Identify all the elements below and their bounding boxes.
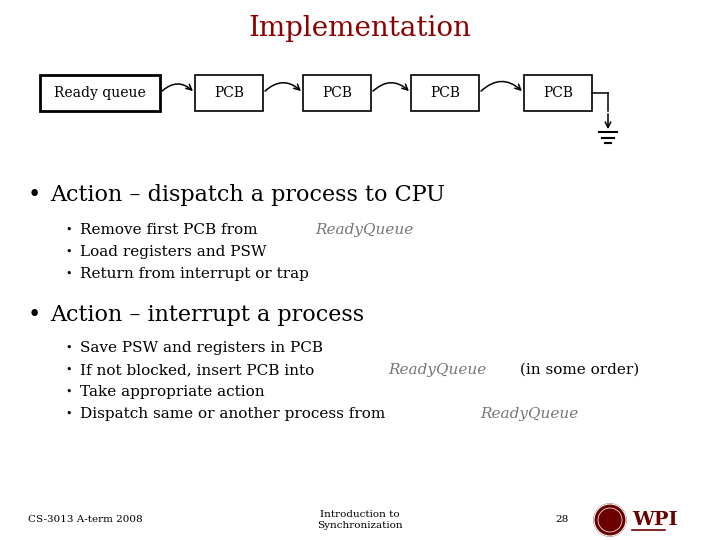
Text: ReadyQueue: ReadyQueue bbox=[389, 363, 487, 377]
Text: •: • bbox=[65, 247, 71, 257]
Text: PCB: PCB bbox=[543, 86, 573, 100]
Text: Take appropriate action: Take appropriate action bbox=[80, 385, 265, 399]
Text: CS-3013 A-term 2008: CS-3013 A-term 2008 bbox=[28, 516, 143, 524]
Bar bbox=[195, 75, 263, 111]
Bar bbox=[40, 75, 160, 111]
Text: ReadyQueue: ReadyQueue bbox=[315, 223, 413, 237]
Text: Dispatch same or another process from: Dispatch same or another process from bbox=[80, 407, 390, 421]
Bar bbox=[524, 75, 592, 111]
Text: Remove first PCB from: Remove first PCB from bbox=[80, 223, 262, 237]
Text: •: • bbox=[65, 365, 71, 375]
Text: •: • bbox=[65, 387, 71, 397]
Text: ReadyQueue: ReadyQueue bbox=[480, 407, 578, 421]
Text: •: • bbox=[65, 409, 71, 419]
Text: PCB: PCB bbox=[322, 86, 352, 100]
Text: Introduction to
Synchronization: Introduction to Synchronization bbox=[318, 510, 402, 530]
Text: 28: 28 bbox=[555, 516, 568, 524]
Text: Save PSW and registers in PCB: Save PSW and registers in PCB bbox=[80, 341, 323, 355]
Text: (in some order): (in some order) bbox=[516, 363, 639, 377]
Text: Action – dispatch a process to CPU: Action – dispatch a process to CPU bbox=[50, 184, 445, 206]
Text: WPI: WPI bbox=[632, 511, 678, 529]
Bar bbox=[411, 75, 479, 111]
Text: •: • bbox=[65, 269, 71, 279]
Text: Action – interrupt a process: Action – interrupt a process bbox=[50, 304, 364, 326]
Text: PCB: PCB bbox=[430, 86, 460, 100]
Text: Load registers and PSW: Load registers and PSW bbox=[80, 245, 266, 259]
Circle shape bbox=[594, 504, 626, 536]
Text: Ready queue: Ready queue bbox=[54, 86, 146, 100]
Text: •: • bbox=[65, 225, 71, 235]
Text: Implementation: Implementation bbox=[248, 15, 472, 42]
Text: •: • bbox=[28, 304, 41, 326]
Text: If not blocked, insert PCB into: If not blocked, insert PCB into bbox=[80, 363, 319, 377]
Text: Return from interrupt or trap: Return from interrupt or trap bbox=[80, 267, 309, 281]
Text: •: • bbox=[65, 343, 71, 353]
Text: •: • bbox=[28, 184, 41, 206]
Text: PCB: PCB bbox=[214, 86, 244, 100]
Bar bbox=[303, 75, 371, 111]
